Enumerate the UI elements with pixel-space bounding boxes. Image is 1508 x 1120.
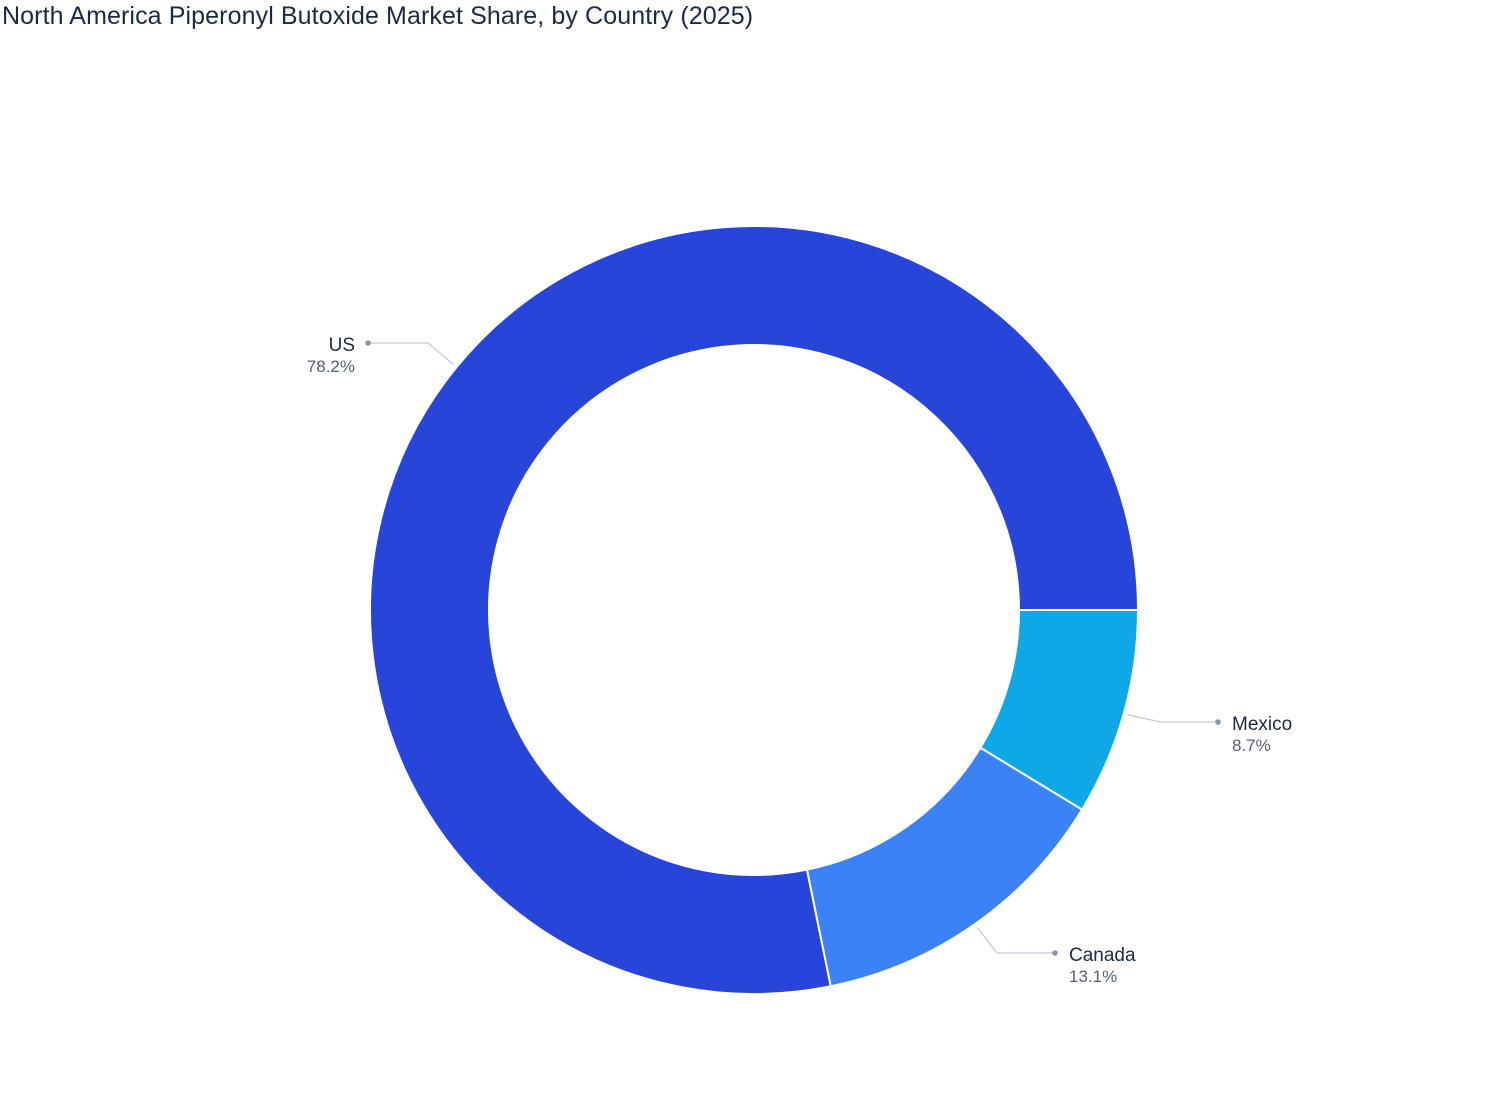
slice-value-canada: 13.1% xyxy=(1069,967,1117,986)
slice-us[interactable] xyxy=(369,225,1140,995)
slice-label-us: US xyxy=(329,335,355,356)
slice-label-canada: Canada xyxy=(1069,945,1136,966)
leader-line-canada xyxy=(976,927,1055,954)
slice-canada[interactable] xyxy=(805,746,1084,988)
leader-dot-mexico xyxy=(1215,719,1221,725)
leader-dot-us xyxy=(365,340,371,346)
leader-dot-canada xyxy=(1052,950,1058,956)
slice-label-mexico: Mexico xyxy=(1232,714,1292,735)
slice-value-us: 78.2% xyxy=(307,357,355,376)
slice-value-mexico: 8.7% xyxy=(1232,736,1271,755)
leader-line-mexico xyxy=(1127,714,1218,723)
donut-slices xyxy=(369,225,1140,995)
label-leader-lines xyxy=(365,340,1221,956)
leader-line-us xyxy=(368,342,454,366)
chart-title: North America Piperonyl Butoxide Market … xyxy=(2,2,754,30)
